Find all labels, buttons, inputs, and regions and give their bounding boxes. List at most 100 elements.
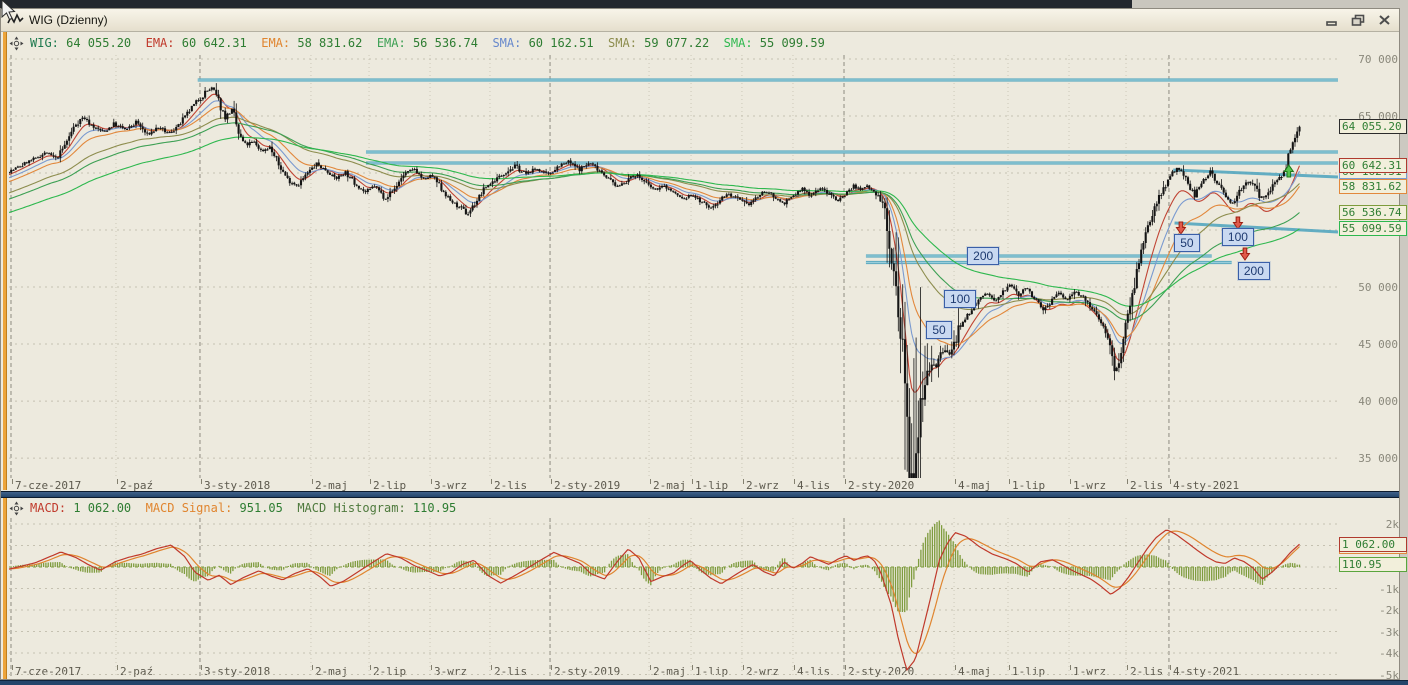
ema-line [9,106,1300,346]
x-tick-label: 1-lip [1009,479,1045,492]
macd-legend: MACD: 1 062.00 MACD Signal: 951.05 MACD … [1,499,1399,517]
desktop-top-strip-right [1132,0,1408,8]
trend-line[interactable] [1174,221,1338,234]
mouse-cursor-icon [1,0,16,21]
x-tick-label: 2-lis [1127,479,1163,492]
ma-label-box[interactable]: 100 [944,290,977,308]
ma-label-box[interactable]: 200 [967,247,1000,266]
y-tick-label: -2k [1379,604,1399,617]
up-arrow-annotation[interactable] [1283,164,1295,178]
down-arrow-annotation[interactable] [1232,216,1244,230]
macd-plot[interactable] [9,518,1338,677]
y-tick-label: -3k [1379,625,1399,639]
x-tick-label: 2-lis [490,479,527,492]
x-tick-label: 2-maj [650,479,686,492]
price-tag: 60 642.31 [1339,158,1407,174]
trend-line[interactable] [1173,168,1338,179]
legend-value: 60 642.31 [181,36,262,50]
x-tick-label: 1-wrz [1070,665,1106,678]
legend-value: 951.05 [239,501,298,515]
legend-value: 110.95 [412,501,471,515]
legend-value: 64 055.20 [66,36,146,50]
x-tick-label: 2-sty-2020 [845,479,914,492]
y-tick-label: -4k [1379,647,1399,660]
down-arrow-annotation[interactable] [1175,221,1187,235]
price-tag: 110.95 [1339,557,1407,573]
legend-label: EMA: [376,36,413,50]
ma-label-box[interactable]: 50 [926,321,953,340]
ema-line [9,122,1300,321]
legend-label: SMA: [723,36,760,50]
restore-button[interactable] [1349,12,1367,27]
chart-window: WIG (Dzienny) WIG: 64 055.20 EMA: 60 642… [0,8,1407,682]
legend-label: MACD Signal: [145,501,240,515]
x-tick-label: 2-maj [650,665,686,678]
y-tick-label: -5k [1379,668,1399,682]
price-tag: 56 536.74 [1339,205,1407,220]
legend-value: 60 162.51 [528,36,609,50]
x-tick-label: 2-sty-2019 [551,479,620,492]
pane-move-icon[interactable] [9,501,24,516]
x-tick-label: 2-paź [116,479,153,492]
price-tag: 1 062.00 [1339,536,1407,552]
y-tick-label: 70 000 [1358,52,1398,66]
pane-separator[interactable] [1,491,1399,498]
sma-line [9,100,1300,361]
x-tick-label: 2-maj [311,479,348,492]
legend-value: 58 831.62 [297,36,377,50]
x-tick-label: 2-paź [116,665,153,678]
x-tick-label: 2-wrz [742,479,779,492]
candle-wicks [9,83,1300,478]
x-tick-label: 1-lip [692,665,728,678]
legend-label: MACD Histogram: [297,501,413,515]
x-tick-label: 3-sty-2018 [200,479,270,492]
main-price-plot[interactable] [9,55,1338,478]
x-tick-label: 4-lis [793,665,830,678]
main-pane-active-strip [3,32,7,490]
x-tick-label: 2-lip [370,479,406,492]
window-controls [1323,12,1393,27]
main-chart-legend: WIG: 64 055.20 EMA: 60 642.31 EMA: 58 83… [1,33,1399,53]
candle-bodies [9,87,1301,478]
legend-value: 55 099.59 [759,36,840,50]
price-tag: 64 055.20 [1339,119,1407,135]
legend-value: 1 062.00 [73,501,146,515]
x-tick-label: 1-lip [692,479,728,492]
legend-label: SMA: [608,36,645,50]
ma-label-box[interactable]: 50 [1173,234,1200,253]
sma-line [9,136,1300,307]
macd-line [9,529,1300,672]
x-tick-label: 4-sty-2021 [1169,479,1239,492]
ema-line [9,93,1301,393]
macd-histogram [9,520,1301,613]
status-strip [0,680,1408,685]
legend-label: WIG: [30,36,67,50]
pane-move-icon[interactable] [9,36,24,51]
window-title: WIG (Dzienny) [29,13,108,27]
ma-label-box[interactable]: 200 [1237,262,1270,281]
desktop-right-strip [1400,0,1408,685]
y-tick-label: 2k [1385,518,1399,531]
macd-signal-line [9,530,1300,655]
x-tick-label: 7-cze-2017 [11,479,81,492]
legend-label: EMA: [145,36,182,50]
minimize-button[interactable] [1323,12,1341,27]
y-tick-label: 45 000 [1358,338,1398,352]
x-tick-label: 4-maj [955,479,991,492]
legend-label: EMA: [261,36,298,50]
legend-label: MACD: [30,501,74,515]
x-tick-label: 3-wrz [431,479,467,492]
y-tick-label: 40 000 [1358,395,1398,409]
x-tick-label: 4-lis [793,479,830,492]
down-arrow-annotation[interactable] [1239,247,1251,261]
x-tick-label: 1-wrz [1070,479,1106,492]
close-button[interactable] [1375,12,1393,27]
y-tick-label: 35 000 [1358,452,1398,466]
legend-label: SMA: [492,36,529,50]
ma-label-box[interactable]: 100 [1221,227,1254,246]
window-title-bar[interactable]: WIG (Dzienny) [1,9,1399,32]
price-tag: 55 099.59 [1339,221,1407,237]
price-tag: 58 831.62 [1339,178,1407,194]
legend-value: 59 077.22 [644,36,724,50]
